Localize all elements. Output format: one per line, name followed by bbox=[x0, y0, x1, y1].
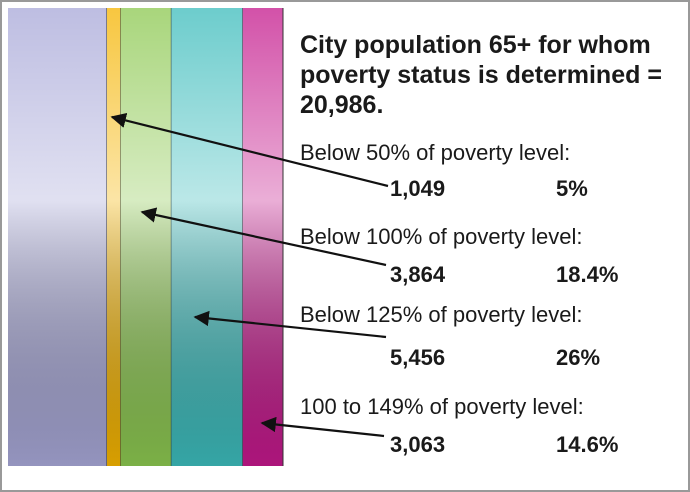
sheen bbox=[171, 8, 243, 466]
sheen bbox=[120, 8, 172, 466]
sheen bbox=[107, 8, 121, 466]
count-label: 5,456 bbox=[390, 345, 446, 370]
category-label: Below 100% of poverty level: bbox=[300, 224, 583, 249]
count-label: 1,049 bbox=[390, 176, 446, 201]
sheen bbox=[242, 8, 283, 466]
percent-label: 14.6% bbox=[556, 432, 619, 457]
count-label: 3,063 bbox=[390, 432, 446, 457]
arrow bbox=[110, 112, 389, 188]
arrow bbox=[260, 416, 385, 438]
percent-label: 26% bbox=[556, 345, 601, 370]
category-label: Below 125% of poverty level: bbox=[300, 302, 583, 327]
sheen bbox=[8, 8, 107, 466]
arrow bbox=[193, 310, 387, 339]
arrow bbox=[140, 207, 387, 267]
percent-label: 18.4% bbox=[556, 262, 619, 287]
count-label: 3,864 bbox=[390, 262, 446, 287]
arrows bbox=[110, 112, 389, 438]
percent-label: 5% bbox=[556, 176, 588, 201]
chart-title: City population 65+ for whom poverty sta… bbox=[300, 31, 662, 119]
category-label: 100 to 149% of poverty level: bbox=[300, 394, 584, 419]
category-label: Below 50% of poverty level: bbox=[300, 140, 571, 165]
